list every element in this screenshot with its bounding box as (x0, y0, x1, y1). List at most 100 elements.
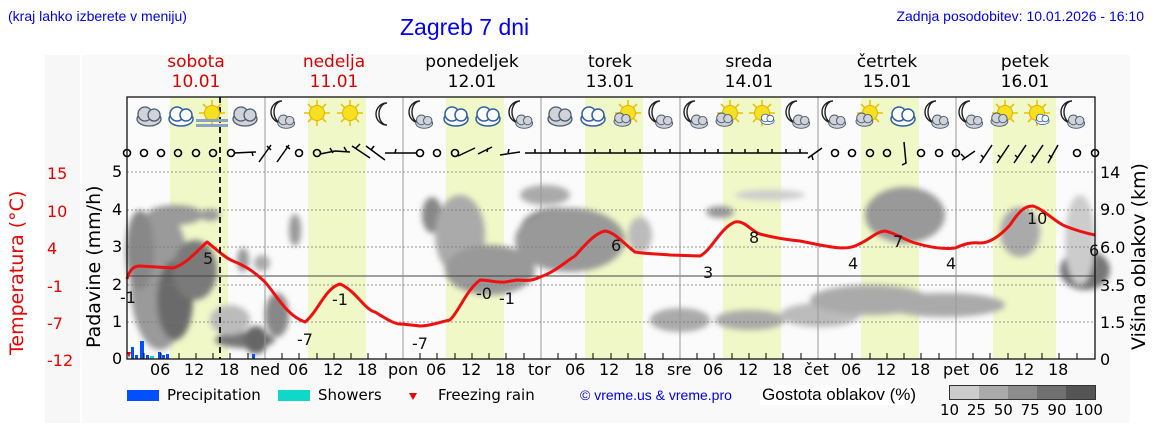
day-date: 10.01 (171, 72, 221, 92)
plot-frame (126, 96, 1096, 360)
temp-tick: -7 (47, 314, 63, 333)
day-name: četrtek (856, 52, 918, 72)
day-name: torek (588, 52, 632, 72)
x-tick: 12 (1014, 360, 1035, 379)
x-tick: čet (804, 360, 829, 379)
cloud-density-labels: 10 25 50 75 90 100 (940, 401, 1103, 419)
x-tick: sre (667, 360, 692, 379)
cloud-density-title: Gostota oblakov (%) (760, 385, 919, 405)
day-header-petek: petek 16.01 (956, 52, 1094, 92)
day-name: sreda (725, 52, 773, 72)
x-tick: 18 (634, 360, 655, 379)
region-note: (kraj lahko izberete v meniju) (8, 8, 187, 24)
x-tick: 12 (461, 360, 482, 379)
temp-tick: -12 (47, 351, 74, 370)
shower-bar (150, 356, 154, 359)
x-tick: 06 (150, 360, 171, 379)
temp-axis-panel (45, 55, 80, 423)
temp-tick: -1 (47, 277, 63, 296)
x-tick: 12 (323, 360, 344, 379)
svg-text:6: 6 (611, 236, 621, 255)
prec-tick: 2 (112, 275, 123, 294)
x-tick: 06 (426, 360, 447, 379)
temp-tick: 10 (47, 202, 68, 221)
showers-swatch (278, 390, 310, 401)
cloud-tick: 14 (1100, 163, 1121, 182)
prec-tick: 0 (112, 349, 123, 368)
svg-text:7: 7 (893, 232, 903, 251)
precipitation-bars (131, 341, 255, 359)
x-tick: 12 (876, 360, 897, 379)
day-name: ponedeljek (425, 52, 519, 72)
x-tick: 18 (910, 360, 931, 379)
prec-tick: 5 (112, 162, 123, 181)
day-header-ponedeljek: ponedeljek 12.01 (403, 52, 541, 92)
svg-text:10: 10 (1027, 209, 1047, 228)
svg-text:-1: -1 (332, 290, 348, 309)
x-tick: pet (943, 360, 970, 379)
x-tick: 06 (288, 360, 309, 379)
precipitation-legend-label: Precipitation (167, 386, 261, 404)
svg-text:-0: -0 (476, 284, 492, 303)
day-date: 12.01 (447, 72, 497, 92)
svg-text:-7: -7 (297, 330, 313, 349)
svg-text:3: 3 (703, 263, 713, 282)
svg-text:-1: -1 (120, 288, 136, 307)
temperature-axis-label: Temperatura (°C) (6, 190, 28, 355)
cloud-tick: 0 (1100, 350, 1111, 369)
temp-annotations: -1 5 -7 -1 -7 -0 -1 6 3 8 4 7 4 10 6 (120, 209, 1099, 353)
x-tick: 12 (738, 360, 759, 379)
svg-text:4: 4 (946, 254, 956, 273)
temperature-line (125, 204, 1096, 328)
cloud-tick: 9.0 (1100, 200, 1126, 219)
day-date: 11.01 (309, 72, 359, 92)
wind-barbs (122, 141, 1100, 166)
cloud-density-scale (949, 385, 1096, 400)
freezing-rain-marker (127, 352, 131, 358)
day-name: nedelja (302, 52, 366, 72)
day-header-sreda: sreda 14.01 (680, 52, 818, 92)
svg-text:-7: -7 (412, 334, 428, 353)
precipitation-swatch (127, 390, 159, 401)
day-header-nedelja: nedelja 11.01 (265, 52, 403, 92)
x-minor-ticks (143, 353, 1078, 359)
day-date: 13.01 (585, 72, 635, 92)
x-tick: 18 (1048, 360, 1069, 379)
temp-tick: 15 (47, 164, 68, 183)
svg-text:8: 8 (749, 228, 759, 247)
svg-text:6: 6 (1089, 241, 1099, 260)
x-tick: 06 (979, 360, 1000, 379)
weather-icons (136, 99, 1086, 129)
x-tick: 06 (703, 360, 724, 379)
cloud-tick: 3.5 (1100, 276, 1126, 295)
freezing-rain-icon (409, 393, 417, 400)
cloud-height-axis-label: Višina oblakov (km) (1128, 163, 1150, 350)
x-tick: ned (250, 360, 281, 379)
x-tick: 12 (184, 360, 205, 379)
x-tick: 06 (565, 360, 586, 379)
x-tick: tor (528, 360, 551, 379)
last-updated: Zadnja posodobitev: 10.01.2026 - 16:10 (896, 8, 1144, 24)
day-header-sobota: sobota 10.01 (127, 52, 265, 92)
cloud-tick: 1.5 (1100, 313, 1126, 332)
page-title: Zagreb 7 dni (400, 14, 530, 40)
day-header-torek: torek 13.01 (541, 52, 679, 92)
svg-text:-1: -1 (499, 289, 515, 308)
showers-legend-label: Showers (318, 386, 382, 404)
temp-tick: 4 (47, 239, 58, 258)
prec-tick: 4 (112, 200, 123, 219)
day-date: 15.01 (862, 72, 912, 92)
day-date: 16.01 (1000, 72, 1050, 92)
svg-text:4: 4 (848, 254, 858, 273)
x-tick: 18 (219, 360, 240, 379)
x-tick: pon (388, 360, 419, 379)
svg-text:5: 5 (203, 249, 213, 268)
prec-tick: 1 (112, 312, 123, 331)
day-name: petek (1000, 52, 1050, 72)
x-tick: 06 (841, 360, 862, 379)
credit-link[interactable]: © vreme.us & vreme.pro (580, 387, 732, 403)
day-name: sobota (167, 52, 225, 72)
x-tick: 18 (495, 360, 516, 379)
gridlines (127, 171, 1095, 323)
